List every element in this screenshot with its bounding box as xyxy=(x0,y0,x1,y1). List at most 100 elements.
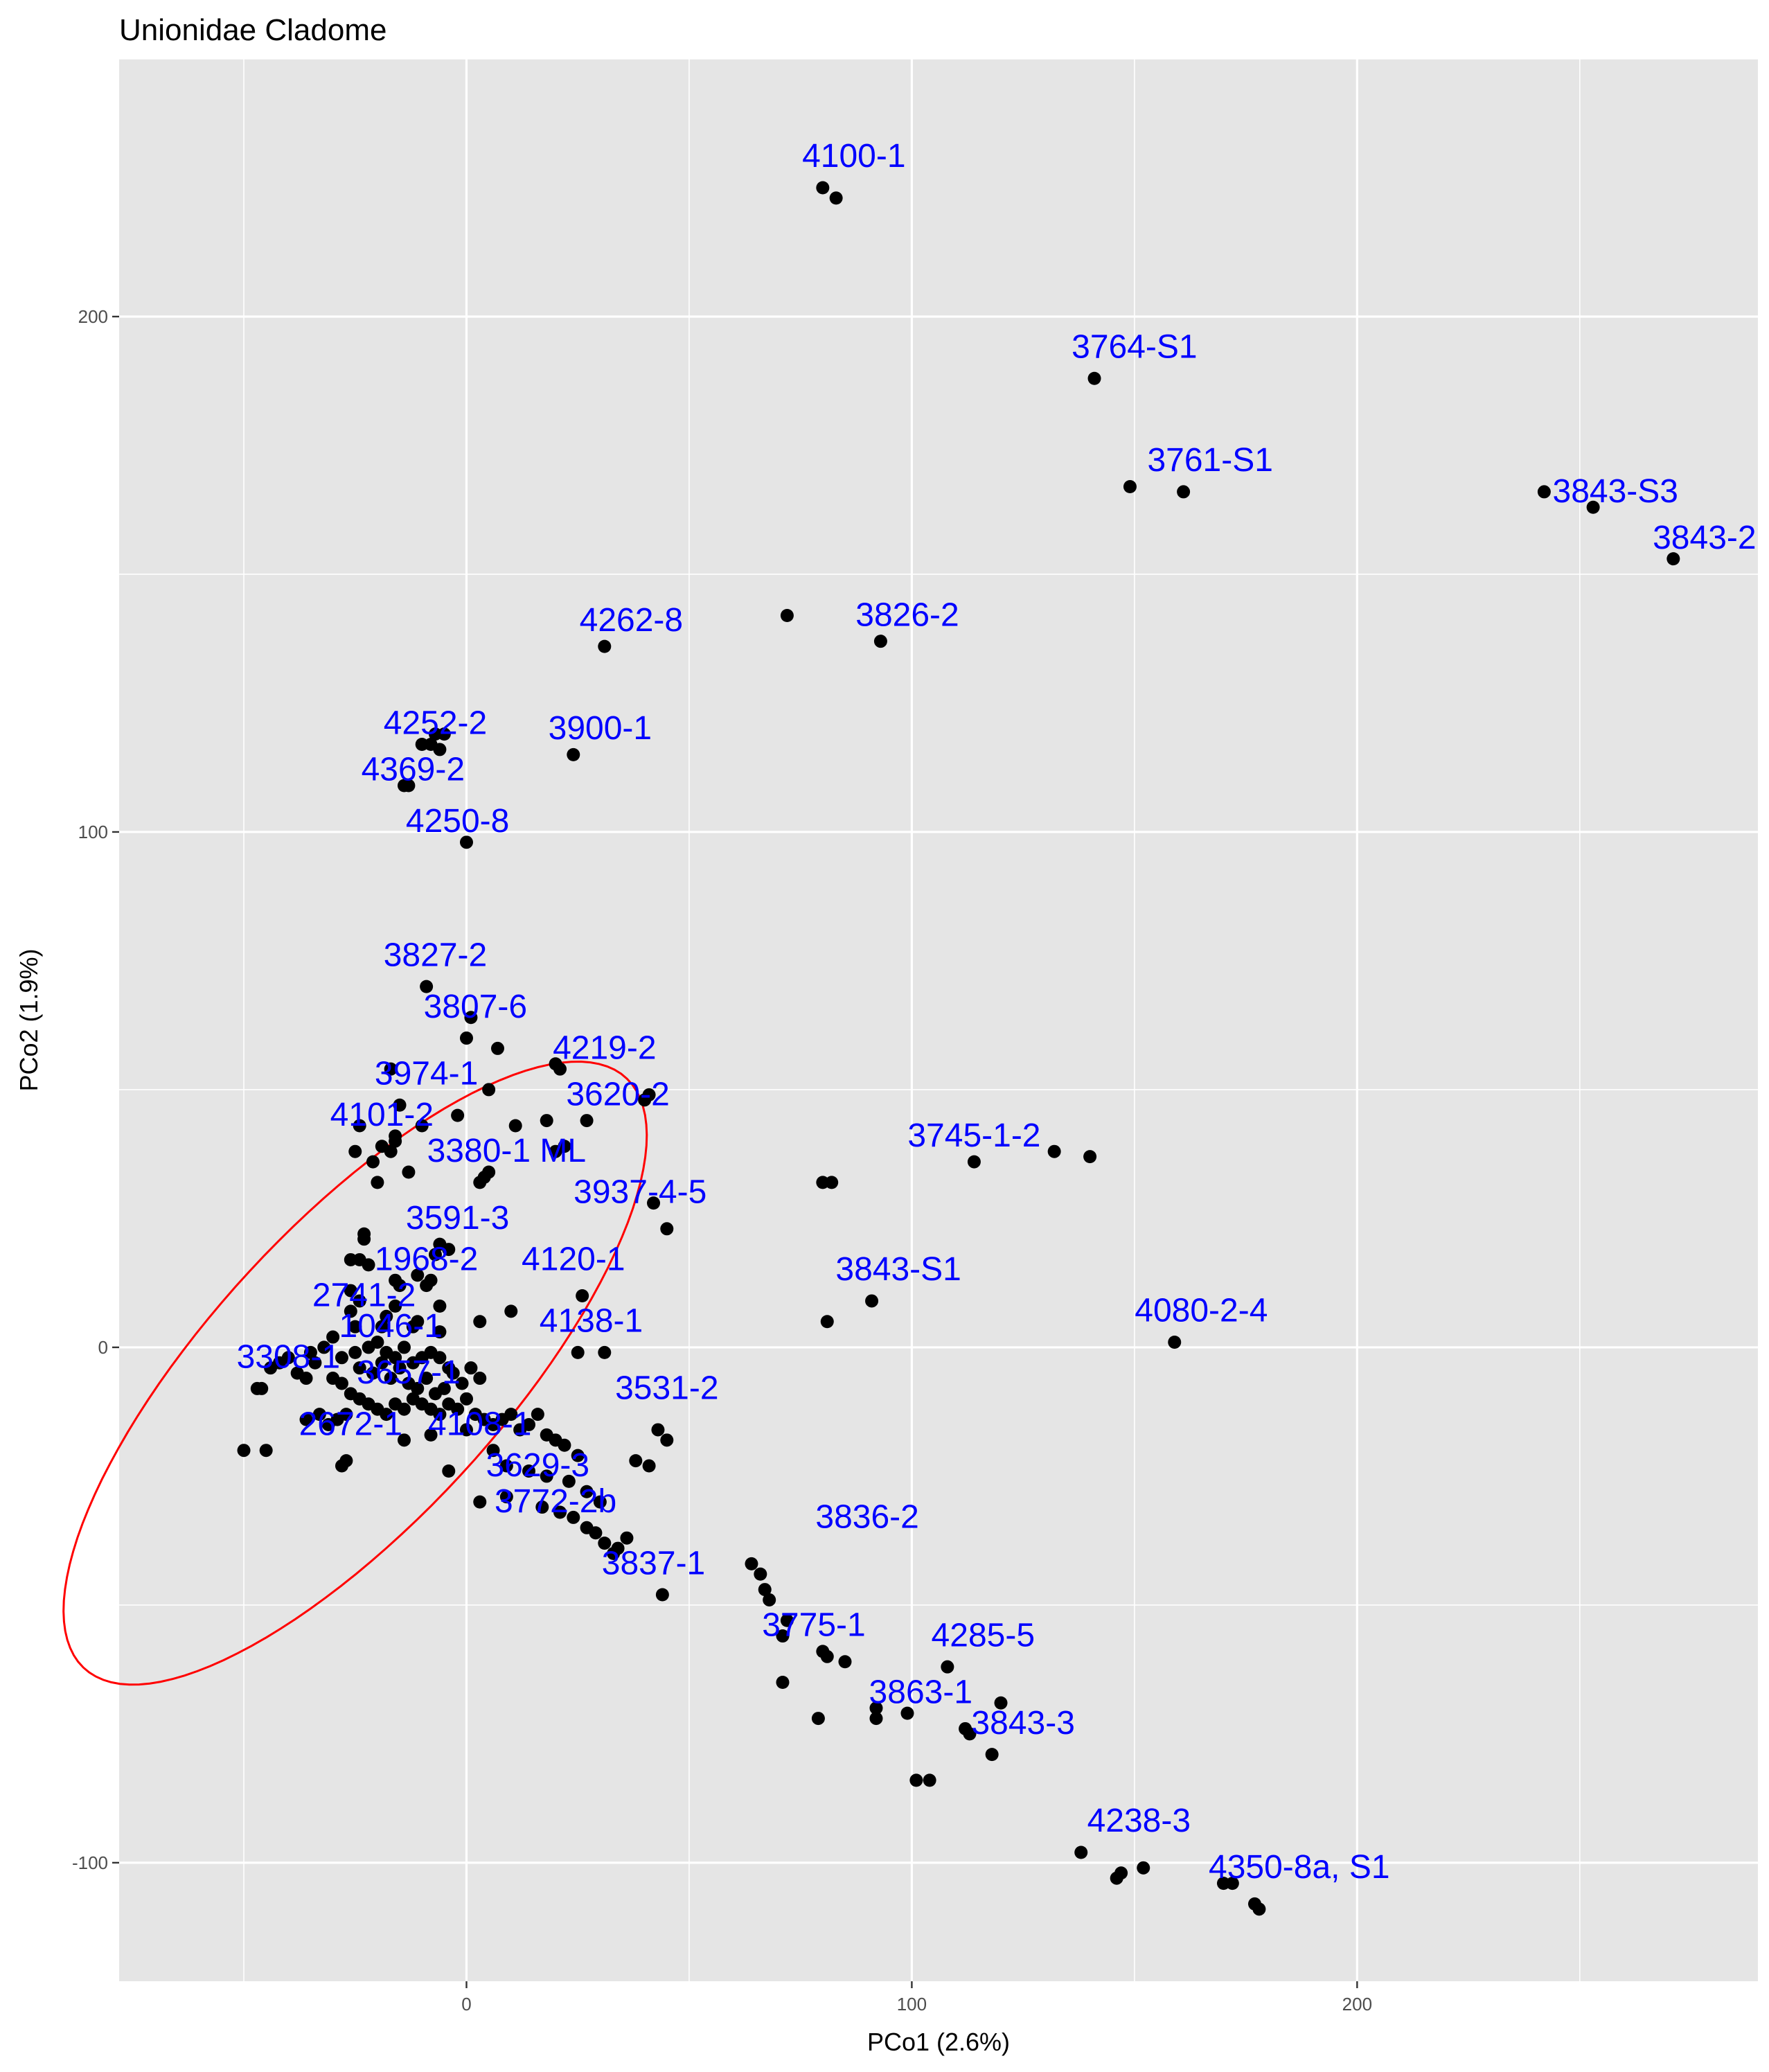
data-point xyxy=(660,1433,674,1447)
data-points xyxy=(237,181,1680,1916)
data-point xyxy=(335,1376,348,1390)
y-tick-label: 100 xyxy=(78,822,108,842)
data-point xyxy=(406,1320,420,1334)
data-point xyxy=(384,1372,398,1385)
point-label: 3629-3 xyxy=(486,1447,589,1484)
data-point xyxy=(1537,485,1551,499)
data-point xyxy=(638,1093,652,1107)
data-point xyxy=(567,747,580,761)
data-point xyxy=(504,1408,518,1422)
data-point xyxy=(499,1459,513,1473)
point-label: 3591-3 xyxy=(406,1200,509,1237)
data-point xyxy=(459,1392,473,1406)
data-point xyxy=(576,1289,589,1303)
point-label: 3531-2 xyxy=(615,1370,718,1406)
data-point xyxy=(397,1340,411,1354)
data-point xyxy=(420,1279,434,1293)
data-point xyxy=(433,1325,447,1339)
point-label: 2741-2 xyxy=(312,1277,416,1313)
data-point xyxy=(780,608,794,622)
point-label: 3761-S1 xyxy=(1147,442,1272,479)
data-point xyxy=(473,1495,487,1509)
point-label: 3843-2 xyxy=(1653,520,1756,556)
data-point xyxy=(873,635,887,648)
data-point xyxy=(348,1320,362,1334)
data-point xyxy=(909,1773,923,1787)
point-label: 4252-2 xyxy=(384,705,487,742)
data-point xyxy=(415,737,429,751)
data-point xyxy=(366,1155,380,1169)
data-point xyxy=(299,1372,313,1385)
point-label: 4250-8 xyxy=(406,803,509,840)
data-point xyxy=(1586,500,1600,514)
confidence-ellipse-layer xyxy=(62,1060,648,1686)
y-tick-label: 200 xyxy=(78,306,108,327)
point-label: 4285-5 xyxy=(932,1617,1035,1654)
point-label: 3772-2b xyxy=(495,1483,616,1520)
data-point xyxy=(237,1444,251,1458)
data-point xyxy=(567,1510,580,1524)
data-point xyxy=(776,1629,790,1643)
y-tick-label: -100 xyxy=(72,1852,108,1873)
data-point xyxy=(571,1449,585,1462)
data-point xyxy=(362,1258,375,1272)
data-point xyxy=(629,1454,643,1468)
data-point xyxy=(250,1381,264,1395)
data-point xyxy=(411,1268,425,1282)
data-point xyxy=(1252,1902,1266,1916)
data-point xyxy=(335,1351,348,1365)
data-point xyxy=(865,1294,879,1308)
data-point xyxy=(464,1361,478,1375)
data-point xyxy=(375,1356,389,1370)
data-point xyxy=(549,1144,562,1158)
data-point xyxy=(303,1345,317,1359)
point-label: 3843-S3 xyxy=(1553,473,1678,510)
data-point xyxy=(259,1444,273,1458)
data-point xyxy=(384,1144,398,1158)
point-label: 4108-1 xyxy=(428,1406,531,1442)
data-point xyxy=(642,1459,656,1473)
point-label: 3807-6 xyxy=(424,989,527,1025)
data-point xyxy=(446,1366,460,1380)
x-tick-label: 100 xyxy=(897,1994,927,2015)
data-point xyxy=(655,1588,669,1602)
point-labels: 4100-1 3764-S1 3761-S1 3843-S3 3843-2 4262-8 3… xyxy=(237,138,1757,1886)
data-point xyxy=(433,743,447,756)
point-label: 3827-2 xyxy=(384,937,487,973)
data-point xyxy=(598,1537,612,1550)
data-point xyxy=(522,1464,535,1478)
data-point xyxy=(344,1304,357,1318)
data-point xyxy=(384,1062,398,1076)
data-point xyxy=(264,1361,278,1375)
data-point xyxy=(428,727,442,741)
y-axis-ticks: -100 0 100 200 xyxy=(72,306,119,1873)
data-point xyxy=(540,1469,553,1483)
data-point xyxy=(816,181,830,195)
data-point xyxy=(420,1372,434,1385)
point-label: 3775-1 xyxy=(762,1607,865,1644)
point-label: 3843-S1 xyxy=(835,1251,961,1288)
data-point xyxy=(459,1031,473,1045)
data-point xyxy=(353,1361,366,1375)
data-point xyxy=(754,1567,767,1581)
data-point xyxy=(1137,1861,1150,1875)
data-point xyxy=(451,1108,465,1122)
point-label: 3836-2 xyxy=(815,1498,918,1535)
point-label: 3380-1 ML xyxy=(427,1133,586,1169)
data-point xyxy=(442,1243,456,1257)
point-label: 3843-3 xyxy=(971,1705,1074,1742)
data-point xyxy=(829,191,843,205)
data-point xyxy=(499,1490,513,1504)
data-point xyxy=(380,1309,393,1323)
data-point xyxy=(553,1062,567,1076)
point-label: 4100-1 xyxy=(802,138,905,175)
data-point xyxy=(451,1402,465,1416)
point-label: 3308-1 xyxy=(237,1339,340,1376)
data-point xyxy=(389,1134,402,1148)
data-point xyxy=(1666,552,1680,566)
data-point xyxy=(985,1748,999,1762)
data-point xyxy=(580,1485,594,1498)
point-label: 4138-1 xyxy=(540,1303,643,1340)
data-point xyxy=(758,1583,772,1597)
data-point xyxy=(389,1351,402,1365)
